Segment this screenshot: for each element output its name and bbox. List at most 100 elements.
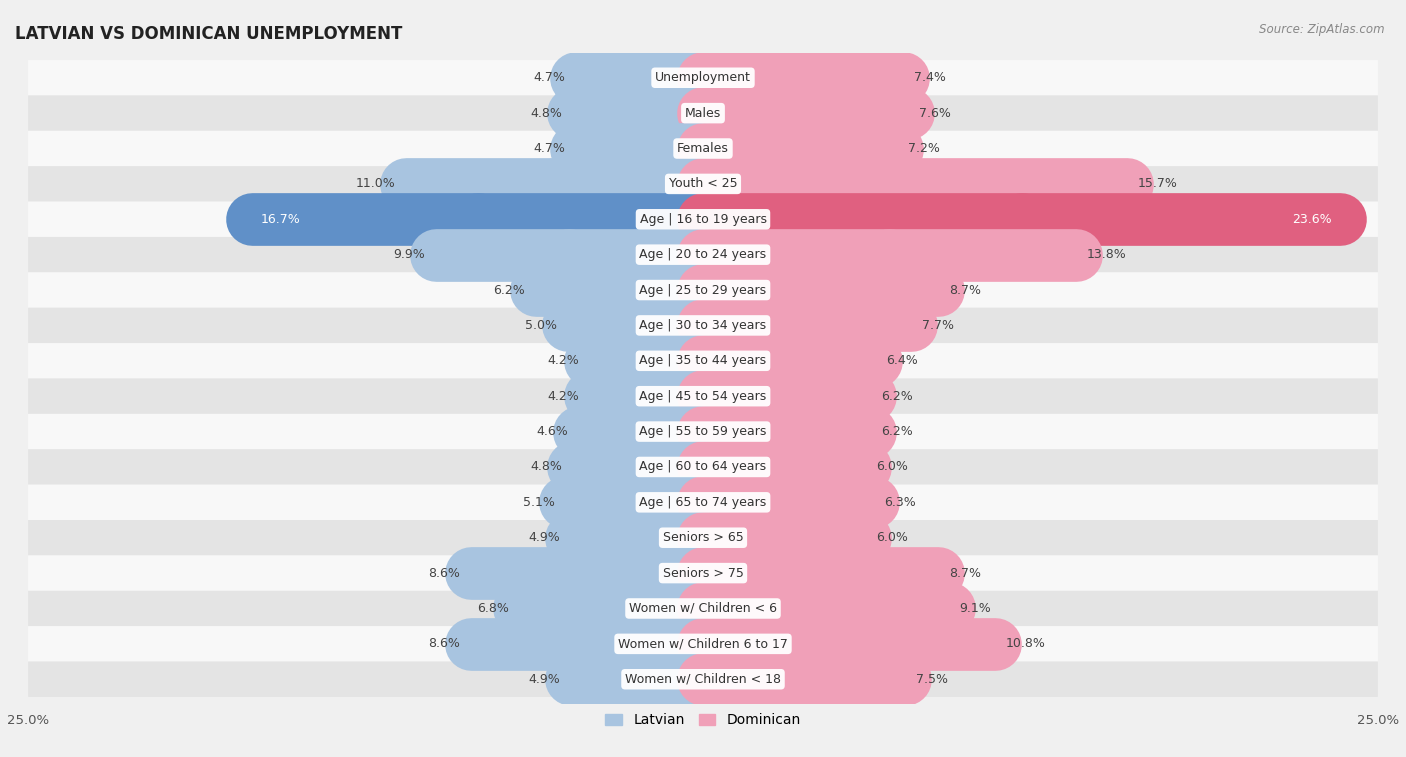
- FancyBboxPatch shape: [28, 414, 1378, 449]
- Bar: [565, 491, 703, 513]
- Text: 6.8%: 6.8%: [477, 602, 509, 615]
- Bar: [571, 668, 703, 690]
- Bar: [703, 527, 865, 549]
- Text: 8.6%: 8.6%: [429, 637, 460, 650]
- Bar: [703, 350, 876, 372]
- Bar: [589, 350, 703, 372]
- Bar: [703, 279, 938, 301]
- Text: 9.9%: 9.9%: [394, 248, 425, 261]
- Bar: [703, 67, 903, 89]
- FancyBboxPatch shape: [28, 662, 1378, 697]
- Bar: [406, 173, 703, 195]
- Text: Unemployment: Unemployment: [655, 71, 751, 84]
- Text: 8.6%: 8.6%: [429, 566, 460, 580]
- Text: Age | 55 to 59 years: Age | 55 to 59 years: [640, 425, 766, 438]
- Bar: [703, 208, 1340, 230]
- Bar: [703, 562, 938, 584]
- Bar: [579, 421, 703, 443]
- Text: 5.1%: 5.1%: [523, 496, 554, 509]
- Text: 7.2%: 7.2%: [908, 142, 941, 155]
- Text: Age | 16 to 19 years: Age | 16 to 19 years: [640, 213, 766, 226]
- Text: 6.4%: 6.4%: [887, 354, 918, 367]
- Bar: [703, 421, 870, 443]
- Text: 4.7%: 4.7%: [533, 71, 565, 84]
- Text: Youth < 25: Youth < 25: [669, 177, 737, 191]
- Text: 13.8%: 13.8%: [1087, 248, 1126, 261]
- Text: 7.4%: 7.4%: [914, 71, 945, 84]
- Text: Women w/ Children < 6: Women w/ Children < 6: [628, 602, 778, 615]
- FancyBboxPatch shape: [28, 273, 1378, 308]
- Text: Age | 35 to 44 years: Age | 35 to 44 years: [640, 354, 766, 367]
- Bar: [703, 173, 1126, 195]
- Text: Women w/ Children < 18: Women w/ Children < 18: [626, 673, 780, 686]
- Text: 7.5%: 7.5%: [917, 673, 948, 686]
- Text: 9.1%: 9.1%: [959, 602, 991, 615]
- Bar: [471, 633, 703, 655]
- Text: 4.7%: 4.7%: [533, 142, 565, 155]
- Bar: [589, 385, 703, 407]
- Text: 4.9%: 4.9%: [529, 531, 560, 544]
- Text: Source: ZipAtlas.com: Source: ZipAtlas.com: [1260, 23, 1385, 36]
- Text: 4.8%: 4.8%: [530, 107, 562, 120]
- Text: Age | 20 to 24 years: Age | 20 to 24 years: [640, 248, 766, 261]
- Bar: [576, 138, 703, 160]
- FancyBboxPatch shape: [28, 520, 1378, 556]
- Bar: [571, 527, 703, 549]
- Text: Seniors > 65: Seniors > 65: [662, 531, 744, 544]
- Text: 6.0%: 6.0%: [876, 460, 908, 473]
- Bar: [703, 244, 1076, 266]
- Text: Age | 60 to 64 years: Age | 60 to 64 years: [640, 460, 766, 473]
- Bar: [436, 244, 703, 266]
- FancyBboxPatch shape: [28, 95, 1378, 131]
- Bar: [576, 67, 703, 89]
- Text: 4.8%: 4.8%: [530, 460, 562, 473]
- Text: 7.6%: 7.6%: [920, 107, 950, 120]
- Bar: [568, 314, 703, 336]
- FancyBboxPatch shape: [28, 449, 1378, 484]
- Bar: [703, 668, 905, 690]
- FancyBboxPatch shape: [28, 60, 1378, 95]
- FancyBboxPatch shape: [28, 626, 1378, 662]
- FancyBboxPatch shape: [28, 484, 1378, 520]
- Text: Age | 30 to 34 years: Age | 30 to 34 years: [640, 319, 766, 332]
- Text: 4.9%: 4.9%: [529, 673, 560, 686]
- Text: 6.2%: 6.2%: [494, 284, 524, 297]
- FancyBboxPatch shape: [28, 556, 1378, 590]
- Text: 4.6%: 4.6%: [536, 425, 568, 438]
- Text: 8.7%: 8.7%: [949, 566, 980, 580]
- Text: 6.2%: 6.2%: [882, 425, 912, 438]
- FancyBboxPatch shape: [28, 378, 1378, 414]
- Bar: [703, 633, 994, 655]
- Text: 11.0%: 11.0%: [356, 177, 395, 191]
- Text: 10.8%: 10.8%: [1005, 637, 1045, 650]
- Text: 6.3%: 6.3%: [884, 496, 915, 509]
- Text: 6.0%: 6.0%: [876, 531, 908, 544]
- Bar: [703, 314, 911, 336]
- Text: 4.2%: 4.2%: [547, 390, 579, 403]
- Text: 15.7%: 15.7%: [1137, 177, 1177, 191]
- Bar: [536, 279, 703, 301]
- Text: Males: Males: [685, 107, 721, 120]
- Bar: [703, 491, 873, 513]
- Text: Age | 25 to 29 years: Age | 25 to 29 years: [640, 284, 766, 297]
- Bar: [252, 208, 703, 230]
- Text: Age | 45 to 54 years: Age | 45 to 54 years: [640, 390, 766, 403]
- Text: Seniors > 75: Seniors > 75: [662, 566, 744, 580]
- Legend: Latvian, Dominican: Latvian, Dominican: [600, 708, 806, 733]
- Text: LATVIAN VS DOMINICAN UNEMPLOYMENT: LATVIAN VS DOMINICAN UNEMPLOYMENT: [14, 25, 402, 43]
- FancyBboxPatch shape: [28, 308, 1378, 343]
- Text: 23.6%: 23.6%: [1292, 213, 1331, 226]
- FancyBboxPatch shape: [28, 201, 1378, 237]
- FancyBboxPatch shape: [28, 590, 1378, 626]
- Text: 8.7%: 8.7%: [949, 284, 980, 297]
- Text: Women w/ Children 6 to 17: Women w/ Children 6 to 17: [619, 637, 787, 650]
- Text: 6.2%: 6.2%: [882, 390, 912, 403]
- Bar: [703, 597, 949, 619]
- Bar: [471, 562, 703, 584]
- Text: 7.7%: 7.7%: [922, 319, 953, 332]
- FancyBboxPatch shape: [28, 131, 1378, 167]
- Bar: [574, 102, 703, 124]
- FancyBboxPatch shape: [28, 343, 1378, 378]
- Text: 5.0%: 5.0%: [526, 319, 557, 332]
- Bar: [519, 597, 703, 619]
